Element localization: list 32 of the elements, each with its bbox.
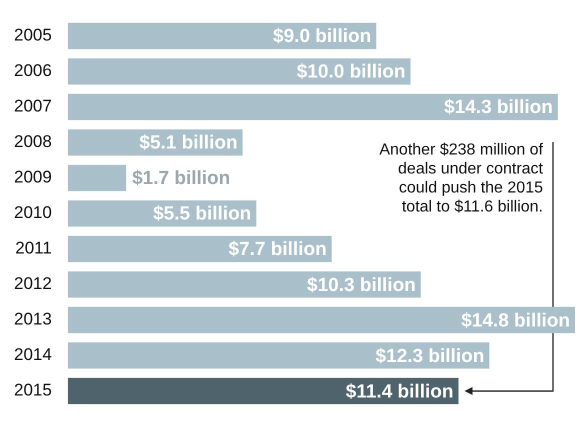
y-tick-label: 2011 [15,238,52,258]
annotation: Another $238 million of deals under contract could push the 2015 total to $11.6 billion. [379,141,544,216]
data-label: $11.4 billion [346,381,454,402]
data-label: $7.7 billion [228,239,327,260]
data-label: $10.3 billion [307,274,416,296]
bar [68,271,421,298]
y-tick-label: 2008 [14,132,52,152]
data-label: $14.3 billion [444,97,553,118]
data-label: $5.5 billion [153,204,252,225]
y-tick-label: 2009 [14,168,52,187]
y-tick-label: 2006 [14,61,52,80]
y-tick-label: 2013 [14,310,52,329]
data-label: $12.3 billion [376,346,484,367]
bar [68,306,575,334]
y-tick-label: 2015 [14,380,52,400]
data-label: $10.0 billion [296,62,406,83]
bar [68,378,458,404]
bar [68,94,558,120]
y-tick-label: 2012 [14,274,52,294]
data-label: $1.7 billion [132,168,230,190]
bar [68,236,332,262]
bar [68,58,411,85]
data-label: $9.0 billion [273,26,372,48]
y-tick-label: 2010 [14,203,52,222]
bar [68,164,126,192]
y-tick-label: 2014 [14,345,52,364]
data-label: $5.1 billion [139,132,238,154]
y-tick-label: 2007 [14,96,52,116]
bar [68,22,376,50]
data-label: $14.8 billion [461,310,570,332]
bar [68,342,490,369]
y-tick-label: 2005 [14,26,52,45]
